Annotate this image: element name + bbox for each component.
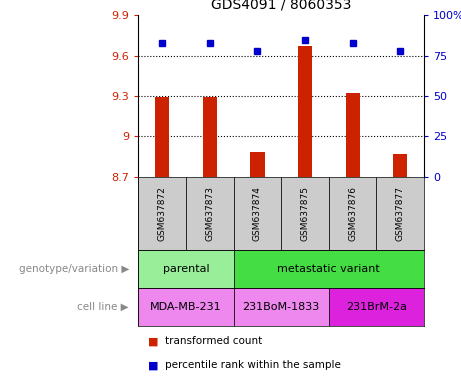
Bar — [250, 152, 265, 177]
Bar — [329, 288, 424, 326]
Bar — [281, 177, 329, 250]
Text: MDA-MB-231: MDA-MB-231 — [150, 302, 222, 312]
Bar — [329, 177, 377, 250]
Bar — [186, 177, 234, 250]
Bar — [393, 154, 408, 177]
Text: parental: parental — [163, 264, 209, 274]
Text: cell line ▶: cell line ▶ — [77, 302, 129, 312]
Bar — [138, 177, 186, 250]
Text: GSM637873: GSM637873 — [205, 185, 214, 241]
Bar — [203, 98, 217, 177]
Text: GSM637876: GSM637876 — [348, 185, 357, 241]
Text: percentile rank within the sample: percentile rank within the sample — [165, 360, 341, 370]
Text: 231BoM-1833: 231BoM-1833 — [242, 302, 320, 312]
Bar — [234, 250, 424, 288]
Bar — [377, 177, 424, 250]
Text: 231BrM-2a: 231BrM-2a — [346, 302, 407, 312]
Bar — [298, 46, 312, 177]
Bar — [155, 98, 169, 177]
Bar — [138, 250, 234, 288]
Bar — [234, 288, 329, 326]
Bar — [346, 93, 360, 177]
Text: ■: ■ — [148, 336, 158, 346]
Bar — [138, 288, 234, 326]
Text: genotype/variation ▶: genotype/variation ▶ — [19, 264, 129, 274]
Text: GSM637875: GSM637875 — [301, 185, 309, 241]
Bar — [234, 177, 281, 250]
Text: ■: ■ — [148, 360, 158, 370]
Title: GDS4091 / 8060353: GDS4091 / 8060353 — [211, 0, 351, 12]
Text: GSM637877: GSM637877 — [396, 185, 405, 241]
Text: GSM637872: GSM637872 — [158, 186, 166, 240]
Text: metastatic variant: metastatic variant — [278, 264, 380, 274]
Text: GSM637874: GSM637874 — [253, 186, 262, 240]
Text: transformed count: transformed count — [165, 336, 262, 346]
